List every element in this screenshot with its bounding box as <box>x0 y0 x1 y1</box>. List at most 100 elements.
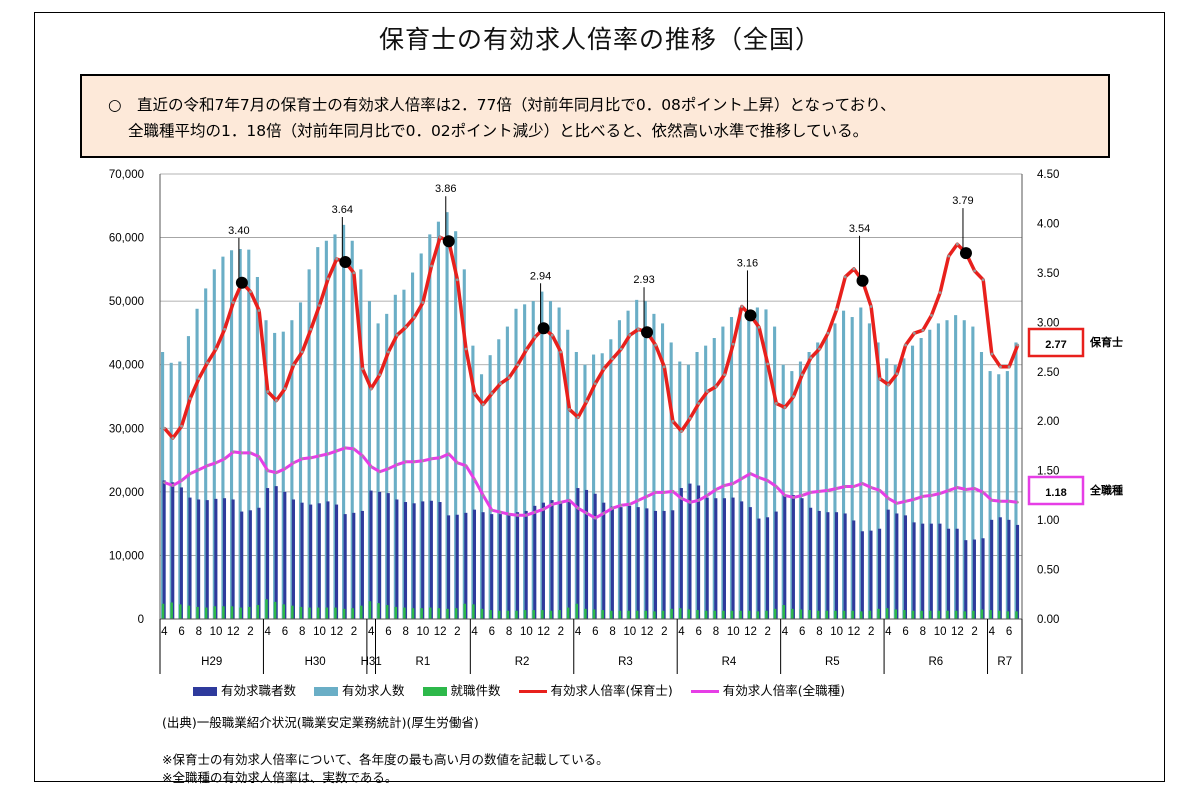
x-tick-label: 4 <box>678 626 685 638</box>
bar-placements <box>420 608 423 619</box>
point-ratio-nursery <box>283 387 287 390</box>
bar-placements <box>679 608 682 619</box>
bar-placements <box>842 610 846 619</box>
point-ratio-all <box>482 494 485 497</box>
bar-job-openings <box>540 291 544 619</box>
bar-job-seekers <box>671 510 675 619</box>
point-ratio-all <box>180 479 183 482</box>
point-ratio-all <box>947 489 950 492</box>
bar-job-openings <box>204 288 208 619</box>
point-ratio-nursery <box>576 415 580 419</box>
bar-job-openings <box>195 308 199 619</box>
point-ratio-all <box>387 467 390 470</box>
bar-job-seekers <box>171 482 175 619</box>
point-ratio-all <box>361 454 364 458</box>
x-tick-label: 6 <box>902 626 908 638</box>
bar-job-openings <box>773 326 777 619</box>
point-ratio-nursery <box>809 356 813 360</box>
bar-placements <box>204 607 208 619</box>
legend-swatch-job-seekers <box>193 687 217 696</box>
legend-label-job-openings: 有効求人数 <box>342 683 405 698</box>
bar-job-openings <box>523 304 527 619</box>
point-ratio-all <box>542 508 545 511</box>
bar-placements <box>558 610 561 619</box>
bar-job-seekers <box>645 508 649 619</box>
point-ratio-nursery <box>550 333 554 337</box>
point-ratio-nursery <box>671 419 675 423</box>
point-ratio-all <box>344 446 347 450</box>
bar-job-openings <box>729 317 734 619</box>
bar-job-seekers <box>705 497 709 619</box>
legend: 有効求職者数 有効求人数 就職件数 有効求人倍率(保育士) 有効求人倍率(全職種… <box>193 680 859 699</box>
bar-job-openings <box>229 250 234 620</box>
bar-job-seekers <box>369 490 373 619</box>
point-ratio-all <box>904 500 907 503</box>
bar-placements <box>532 610 535 619</box>
bar-job-openings <box>471 345 475 619</box>
bar-placements <box>851 610 854 619</box>
point-ratio-nursery <box>714 385 718 389</box>
point-ratio-all <box>430 457 433 460</box>
point-ratio-nursery <box>637 327 640 331</box>
bar-job-seekers <box>653 510 658 619</box>
bar-placements <box>834 610 837 619</box>
bar-job-seekers <box>584 489 589 619</box>
bar-job-seekers <box>481 512 485 619</box>
point-ratio-all <box>257 455 261 459</box>
point-ratio-nursery <box>921 328 925 332</box>
bar-job-openings <box>807 352 811 619</box>
bar-job-seekers <box>791 495 795 619</box>
point-ratio-nursery <box>257 309 261 312</box>
point-ratio-all <box>999 500 1002 503</box>
x-tick-label: 12 <box>330 626 343 638</box>
point-ratio-nursery <box>404 325 408 329</box>
summary-line-1: ○ 直近の令和7年7月の保育士の有効求人倍率は2．77倍（対前年同月比で0．08… <box>108 96 896 114</box>
x-tick-label: 6 <box>799 626 805 638</box>
bar-placements <box>635 610 639 619</box>
bar-job-seekers <box>205 500 209 619</box>
line-ratio-all <box>163 446 1018 520</box>
point-ratio-all <box>456 461 459 464</box>
bar-job-openings <box>178 361 182 619</box>
bar-job-openings <box>842 310 846 619</box>
bar-placements <box>808 610 811 619</box>
legend-job-openings: 有効求人数 <box>314 680 405 699</box>
bar-job-seekers <box>550 500 554 619</box>
bar-job-seekers <box>421 501 425 619</box>
point-ratio-nursery <box>999 365 1002 369</box>
point-ratio-nursery <box>490 392 494 395</box>
bar-job-seekers <box>507 513 511 619</box>
bar-job-openings <box>592 354 596 619</box>
point-ratio-nursery <box>886 383 890 387</box>
bar-job-seekers <box>455 514 459 619</box>
right-tick-label: 2.00 <box>1037 416 1059 428</box>
bar-job-seekers <box>783 494 787 619</box>
point-ratio-all <box>792 496 795 499</box>
bar-job-openings <box>833 323 837 619</box>
point-ratio-all <box>551 503 554 506</box>
point-ratio-nursery <box>335 257 339 261</box>
x-tick-label: 10 <box>313 626 326 638</box>
bar-job-seekers <box>576 488 580 619</box>
bar-job-openings <box>902 358 906 619</box>
bar-job-openings <box>273 332 277 619</box>
point-ratio-all <box>861 482 864 485</box>
point-ratio-nursery <box>231 301 235 304</box>
peak-marker <box>339 256 352 269</box>
point-ratio-nursery <box>197 377 201 381</box>
bar-job-openings <box>238 249 242 619</box>
bar-placements <box>868 610 872 619</box>
point-ratio-nursery <box>421 301 425 304</box>
fy-label: R2 <box>515 656 530 668</box>
point-ratio-nursery <box>180 424 183 428</box>
bar-job-seekers <box>740 501 744 619</box>
bar-job-seekers <box>464 512 468 619</box>
nursery-callout-value: 2.77 <box>1045 339 1066 351</box>
point-ratio-nursery <box>973 269 976 273</box>
bar-job-openings <box>712 338 716 619</box>
bar-job-openings <box>954 315 958 619</box>
bar-placements <box>825 610 829 619</box>
bar-job-seekers <box>498 514 502 619</box>
bar-placements <box>506 610 510 619</box>
bar-placements <box>196 606 199 619</box>
